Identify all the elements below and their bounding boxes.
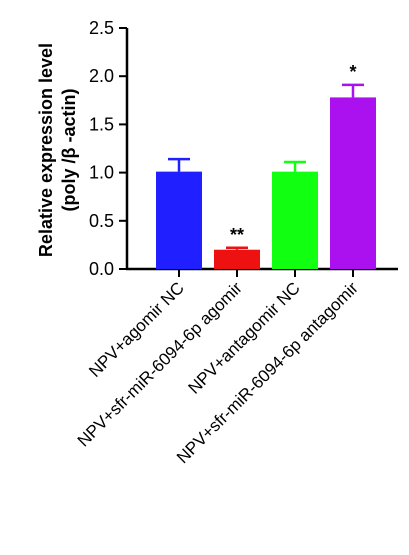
- significance-marker: **: [230, 225, 244, 245]
- y-axis-label-line2: (poly /β -actin): [59, 89, 79, 212]
- bars: [156, 83, 376, 270]
- y-axis-label-line1: Relative expression level: [36, 43, 56, 257]
- y-tick-label: 2.5: [89, 18, 114, 38]
- y-tick-label: 1.5: [89, 114, 114, 134]
- bar: [272, 171, 318, 269]
- x-tick-label: NPV+agomir NC: [85, 278, 188, 381]
- x-tick-label: NPV+antagomir NC: [184, 278, 303, 397]
- y-tick-label: 0.5: [89, 211, 114, 231]
- bar: [156, 171, 202, 269]
- y-tick-label: 1.0: [89, 163, 114, 183]
- significance-marker: *: [349, 62, 356, 82]
- bar: [214, 249, 260, 269]
- y-tick-label: 0.0: [89, 259, 114, 279]
- y-axis-label: Relative expression level (poly /β -acti…: [36, 43, 79, 257]
- bar: [330, 97, 376, 270]
- y-tick-label: 2.0: [89, 66, 114, 86]
